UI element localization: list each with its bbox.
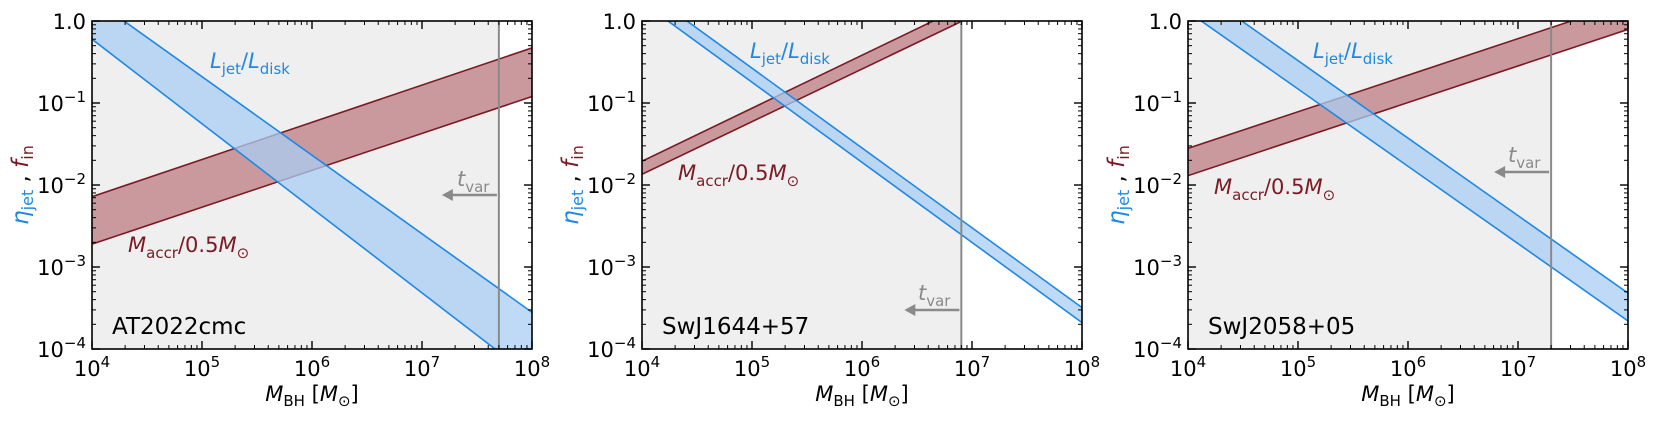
y-tick-label: 10−3 bbox=[37, 252, 86, 280]
y-tick-label: 10−2 bbox=[37, 170, 86, 198]
accr-band-fill bbox=[1188, 21, 1628, 176]
panel-name: SwJ2058+05 bbox=[1208, 314, 1355, 340]
tvar-arrowhead bbox=[904, 304, 916, 316]
panel-name: AT2022cmc bbox=[112, 314, 246, 340]
y-tick-label: 10−2 bbox=[1133, 170, 1182, 198]
jet-band-label: Ljet/Ldisk bbox=[750, 39, 830, 68]
y-tick-label: 10−3 bbox=[1133, 252, 1182, 280]
jet-band-upper-line bbox=[1240, 21, 1628, 294]
accr-band-upper-line bbox=[642, 21, 935, 162]
ticks bbox=[641, 20, 1083, 350]
panel-name: SwJ1644+57 bbox=[662, 314, 809, 340]
accr-band-lower-line bbox=[1188, 28, 1628, 177]
jet-band-lower-line bbox=[666, 21, 1082, 324]
jet-band-upper-line bbox=[685, 21, 1082, 309]
x-tick-label: 105 bbox=[1280, 353, 1316, 381]
jet-band-fill bbox=[92, 21, 532, 349]
jet-band-label: Ljet/Ldisk bbox=[210, 49, 290, 78]
accr-band-label: Maccr/0.5M⊙ bbox=[678, 161, 799, 190]
x-tick-label: 104 bbox=[1170, 353, 1206, 381]
x-tick-label: 105 bbox=[734, 353, 770, 381]
x-tick-label: 106 bbox=[1390, 353, 1426, 381]
panel-swj1644-57: tvar 104 105 106 107 108 10−4 10−3 10−2 10−1 1.0 MB… bbox=[558, 10, 1100, 410]
x-tick-label: 108 bbox=[1610, 353, 1646, 381]
x-tick-label: 107 bbox=[1500, 353, 1536, 381]
panel-at2022cmc: tvar 104 105 106 107 108 10−4 10−3 10−2 10−1 1.0 MB… bbox=[8, 10, 550, 410]
jet-band-label: Ljet/Ldisk bbox=[1313, 39, 1393, 68]
jet-band-lower-line bbox=[92, 38, 497, 349]
y-tick-label: 1.0 bbox=[53, 10, 86, 34]
tvar-label: tvar bbox=[1508, 143, 1541, 172]
x-tick-label: 104 bbox=[624, 353, 660, 381]
y-tick-label: 10−1 bbox=[587, 88, 636, 116]
x-tick-label: 106 bbox=[844, 353, 880, 381]
accr-band-lower-line bbox=[642, 21, 965, 176]
x-tick-label: 104 bbox=[74, 353, 110, 381]
ticks bbox=[91, 20, 533, 350]
y-tick-label: 10−4 bbox=[587, 334, 636, 362]
x-axis-label: MBH [M⊙] bbox=[1361, 382, 1454, 410]
y-axis-label: ηjet , fin bbox=[1104, 145, 1133, 225]
y-axis-label: ηjet , fin bbox=[8, 145, 37, 225]
tvar-label: tvar bbox=[918, 281, 951, 310]
tvar-arrowhead bbox=[1494, 166, 1506, 178]
y-tick-label: 10−1 bbox=[1133, 88, 1182, 116]
y-axis-label: ηjet , fin bbox=[558, 145, 587, 225]
y-tick-label: 1.0 bbox=[603, 10, 636, 34]
accr-band-upper-line bbox=[1188, 21, 1574, 150]
accr-band-fill bbox=[92, 47, 532, 245]
y-tick-label: 10−2 bbox=[587, 170, 636, 198]
accr-band-label: Maccr/0.5M⊙ bbox=[128, 233, 249, 262]
x-tick-label: 107 bbox=[954, 353, 990, 381]
y-tick-label: 10−4 bbox=[37, 334, 86, 362]
x-tick-label: 106 bbox=[294, 353, 330, 381]
x-axis-label: MBH [M⊙] bbox=[265, 382, 358, 410]
jet-band-upper-line bbox=[122, 21, 532, 313]
x-tick-label: 108 bbox=[1064, 353, 1100, 381]
y-tick-label: 1.0 bbox=[1149, 10, 1182, 34]
x-axis-label: MBH [M⊙] bbox=[815, 382, 908, 410]
accr-band-label: Maccr/0.5M⊙ bbox=[1214, 175, 1335, 204]
x-tick-label: 105 bbox=[184, 353, 220, 381]
accr-band-upper-line bbox=[92, 47, 532, 198]
y-tick-label: 10−4 bbox=[1133, 334, 1182, 362]
panel-swj2058-05: tvar 104 105 106 107 108 10−4 10−3 10−2 10−1 1.0 MB… bbox=[1104, 10, 1646, 410]
y-tick-label: 10−1 bbox=[37, 88, 86, 116]
x-tick-label: 108 bbox=[514, 353, 550, 381]
ticks bbox=[1187, 20, 1629, 350]
tvar-arrowhead bbox=[441, 189, 453, 201]
y-tick-label: 10−3 bbox=[587, 252, 636, 280]
x-tick-label: 107 bbox=[404, 353, 440, 381]
tvar-label: tvar bbox=[457, 167, 490, 196]
jet-band-lower-line bbox=[1199, 21, 1628, 322]
